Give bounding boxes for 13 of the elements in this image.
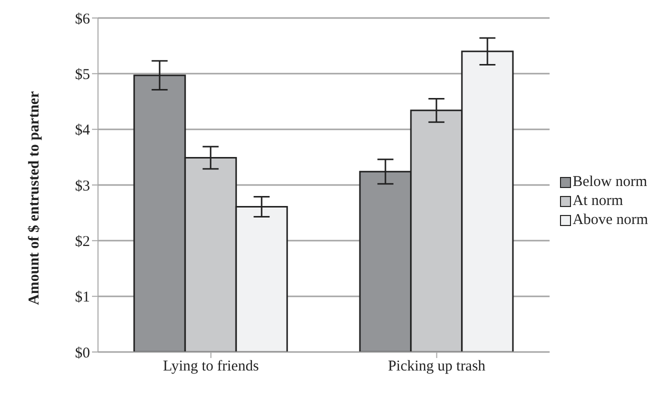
y-tick-label: $1 [75, 290, 90, 306]
legend-label: Below norm [572, 172, 648, 192]
x-tick-label: Lying to friends [162, 358, 259, 375]
y-tick-label: $3 [75, 178, 90, 194]
y-tick-label: $4 [75, 122, 90, 139]
y-tick-label: $6 [75, 11, 90, 28]
legend-label: At norm [572, 192, 624, 210]
y-tick-label: $0 [75, 345, 90, 362]
x-tick-label: Picking up trash [388, 358, 486, 375]
legend-label: Above norm [572, 210, 648, 230]
y-tick-label: $2 [75, 234, 90, 250]
y-axis-title: Amount of $ entrusted to partner [26, 90, 42, 305]
y-tick-label: $5 [75, 66, 90, 83]
